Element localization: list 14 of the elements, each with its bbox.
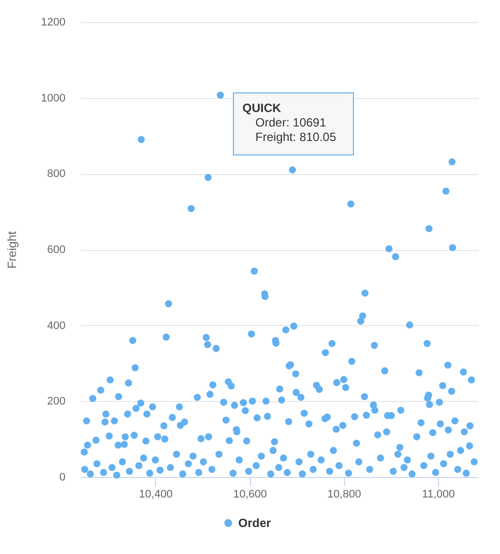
x-tick-label: 10,600: [233, 488, 267, 500]
y-tick-label: 200: [47, 396, 66, 408]
annotation: QUICK Order: 10691 Freight: 810.05: [242, 100, 336, 144]
y-axis-title: Freight: [5, 230, 20, 269]
y-tick-label: 0: [59, 472, 66, 484]
y-tick-label: 1200: [41, 16, 66, 28]
x-tick-label: 11,000: [422, 488, 455, 500]
x-tick-label: 10,400: [139, 488, 173, 500]
y-tick-label: 400: [47, 320, 66, 332]
y-tick-label: 800: [47, 168, 66, 180]
y-tick-label: 1000: [41, 92, 66, 104]
x-tick-label: 10,800: [327, 488, 362, 500]
legend-label: Order: [238, 516, 272, 530]
y-tick-label: 600: [47, 244, 66, 256]
